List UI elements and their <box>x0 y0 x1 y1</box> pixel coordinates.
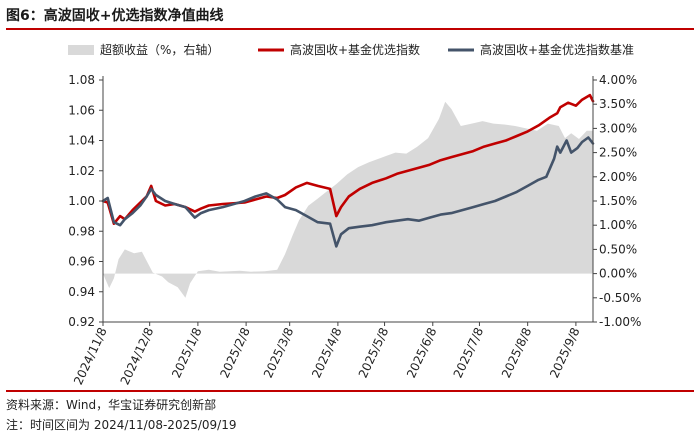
index-line <box>101 93 595 225</box>
y-left-tick-label: 1.02 <box>68 164 95 178</box>
chart-area: 超额收益（%，右轴） 高波固收+基金优选指数 高波固收+基金优选指数基准 0.92 0… <box>68 42 641 387</box>
excess-return-area <box>103 101 593 298</box>
note-text: 注：时间区间为 2024/11/08-2025/09/19 <box>6 418 237 432</box>
y-right-tick-label: 0.50% <box>599 242 637 256</box>
x-tick-label: 2025/3/8 <box>261 325 296 380</box>
legend-label: 高波固收+基金优选指数基准 <box>480 42 634 57</box>
legend-label: 高波固收+基金优选指数 <box>290 42 420 57</box>
y-right-tick-label: 3.00% <box>599 121 637 135</box>
y-right-tick-label: 1.00% <box>599 218 637 232</box>
excess-area-layer <box>103 101 593 298</box>
y-left-tick-label: 0.94 <box>68 285 95 299</box>
line-layer <box>101 93 595 248</box>
y-left-tick-label: 0.98 <box>68 224 95 238</box>
legend-swatch-excess <box>68 45 94 55</box>
y-left-tick-label: 1.04 <box>68 134 95 148</box>
y-left-tick-label: 1.06 <box>68 103 95 117</box>
benchmark-line <box>101 136 595 248</box>
y-right-tick-label: -0.50% <box>599 291 641 305</box>
y-right-tick-label: 4.00% <box>599 73 637 87</box>
y-left-tick-label: 1.00 <box>68 194 95 208</box>
x-tick-label: 2025/6/8 <box>404 325 439 380</box>
legend-label: 超额收益（%，右轴） <box>100 42 219 57</box>
y-right-tick-label: 3.50% <box>599 97 637 111</box>
x-tick-label: 2025/2/8 <box>217 325 252 380</box>
source-text: 资料来源：Wind，华宝证券研究创新部 <box>6 398 217 412</box>
y-left-tick-label: 0.96 <box>68 255 95 269</box>
legend: 超额收益（%，右轴） 高波固收+基金优选指数 高波固收+基金优选指数基准 <box>68 42 634 57</box>
y-right-tick-label: -1.00% <box>599 315 641 329</box>
x-tick-label: 2025/1/8 <box>169 325 204 380</box>
x-tick-label: 2025/9/8 <box>547 325 582 380</box>
y-right-tick-label: 2.00% <box>599 170 637 184</box>
x-tick-label: 2025/5/8 <box>356 325 391 380</box>
figure-title: 图6：高波固收+优选指数净值曲线 <box>6 8 224 24</box>
y-left-tick-label: 1.08 <box>68 73 95 87</box>
y-left-tick-label: 0.92 <box>68 315 95 329</box>
x-tick-label: 2025/4/8 <box>309 325 344 380</box>
x-tick-label: 2025/7/8 <box>451 325 486 380</box>
top-rule <box>6 28 694 30</box>
y-right-tick-label: 2.50% <box>599 146 637 160</box>
y-right-tick-label: 0.00% <box>599 267 637 281</box>
x-tick-label: 2024/12/8 <box>118 325 157 387</box>
x-tick-label: 2024/11/8 <box>71 325 110 387</box>
x-tick-label: 2025/8/8 <box>499 325 534 380</box>
bottom-rule <box>6 390 694 392</box>
y-right-tick-label: 1.50% <box>599 194 637 208</box>
